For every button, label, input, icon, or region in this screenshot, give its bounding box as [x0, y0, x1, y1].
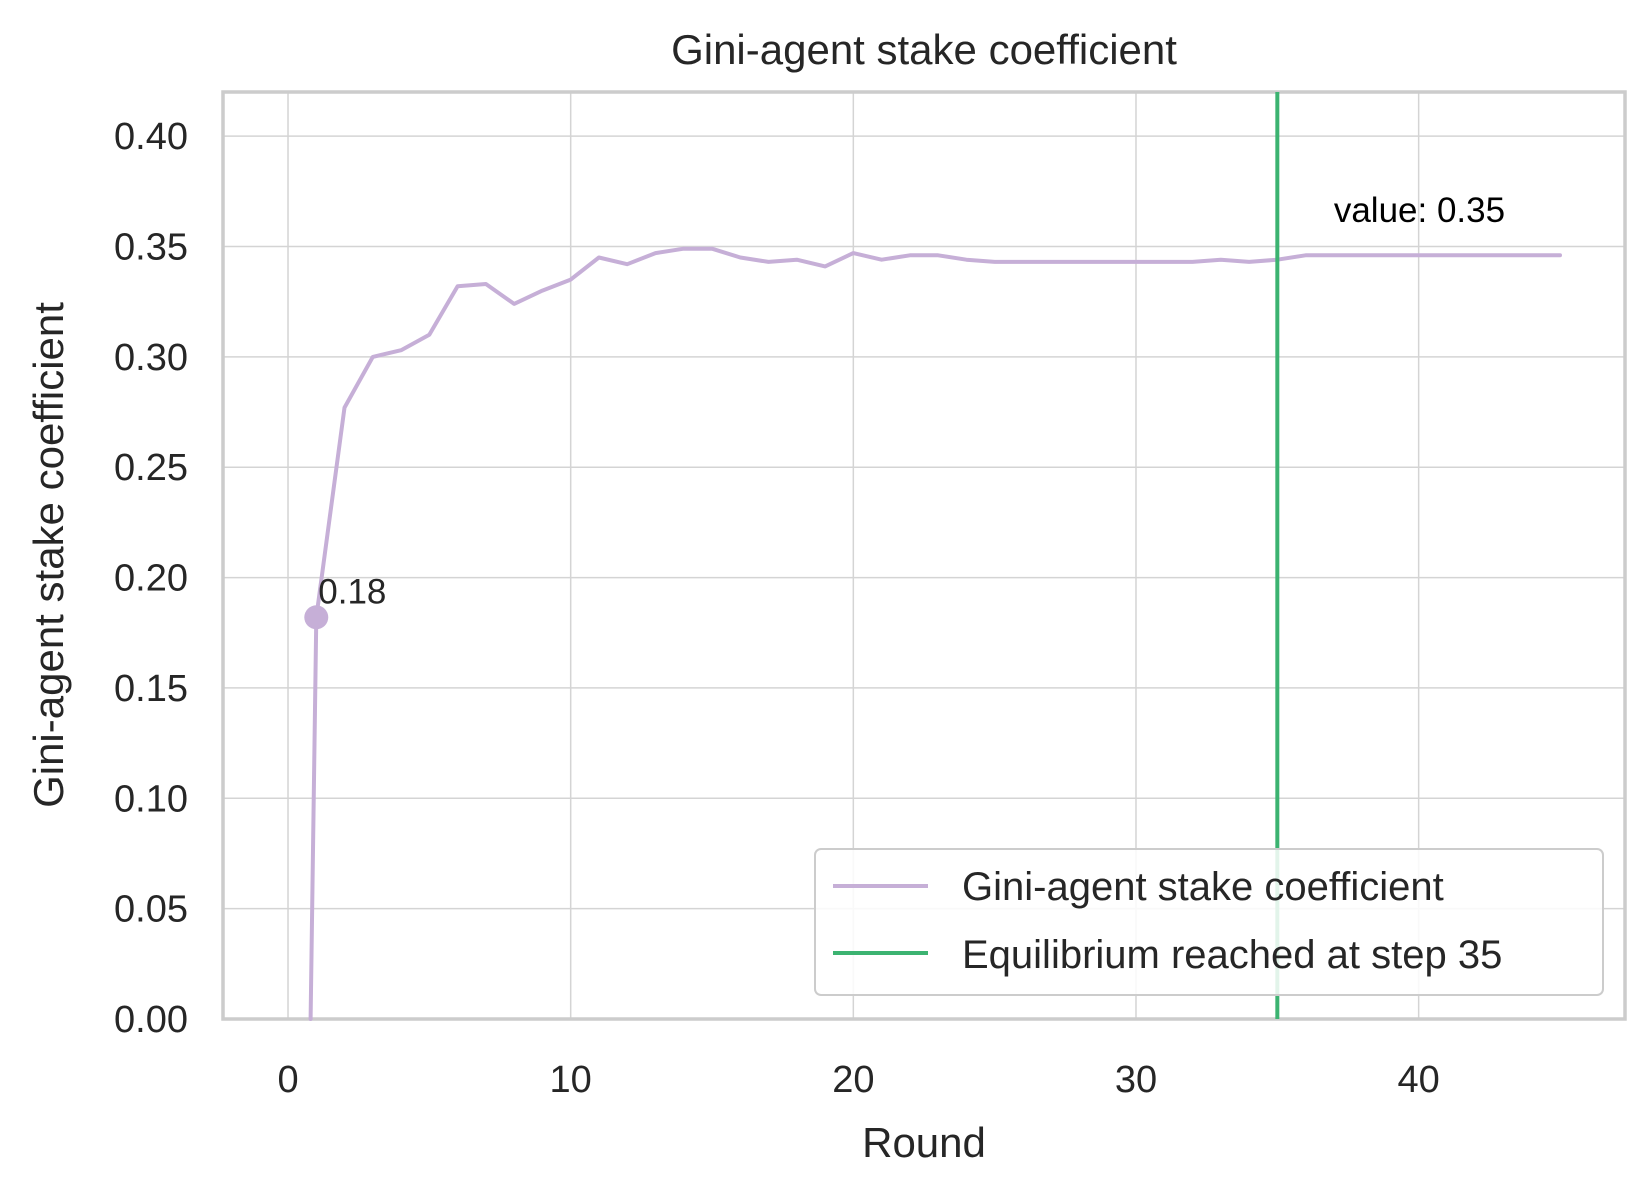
- x-tick-label: 20: [832, 1059, 874, 1101]
- annotations: 0.18 value: 0.35: [304, 191, 1505, 630]
- legend-label-gini: Gini-agent stake coefficient: [962, 865, 1444, 909]
- legend-box: [814, 848, 1604, 996]
- y-tick-label: 0.30: [114, 337, 188, 379]
- y-tick-labels: 0.00 0.05 0.10 0.15 0.20 0.25 0.30 0.35 0.40: [114, 116, 188, 1041]
- y-tick-label: 0.35: [114, 227, 188, 269]
- plot-frame: [221, 90, 1627, 1021]
- y-tick-label: 0.20: [114, 558, 188, 600]
- legend-label-equilibrium: Equilibrium reached at step 35: [962, 933, 1502, 977]
- annotation-marker: [304, 605, 329, 630]
- y-tick-label: 0.25: [114, 447, 188, 489]
- x-tick-label: 40: [1398, 1059, 1440, 1101]
- y-tick-label: 0.05: [114, 889, 188, 931]
- annotation-label: value: 0.35: [1334, 191, 1505, 230]
- y-tick-label: 0.00: [114, 999, 188, 1041]
- x-tick-label: 10: [550, 1059, 592, 1101]
- chart-title: Gini-agent stake coefficient: [671, 26, 1177, 73]
- x-tick-labels: 0 10 20 30 40: [277, 1059, 1439, 1101]
- annotation-label: 0.18: [318, 572, 386, 611]
- legend: Gini-agent stake coefficient Equilibrium…: [814, 848, 1604, 996]
- y-tick-label: 0.15: [114, 668, 188, 710]
- x-axis-label: Round: [862, 1119, 986, 1166]
- y-tick-label: 0.40: [114, 116, 188, 158]
- y-tick-label: 0.10: [114, 778, 188, 820]
- x-tick-label: 30: [1115, 1059, 1157, 1101]
- x-tick-label: 0: [277, 1059, 298, 1101]
- gini-series-line: [308, 246, 1562, 1021]
- y-axis-label: Gini-agent stake coefficient: [25, 302, 72, 808]
